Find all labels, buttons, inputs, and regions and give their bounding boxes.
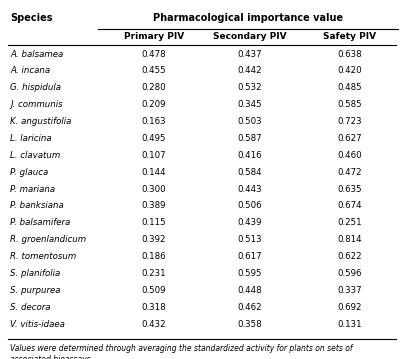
- Text: 0.584: 0.584: [238, 168, 262, 177]
- Text: 0.131: 0.131: [338, 320, 362, 328]
- Text: G. hispidula: G. hispidula: [10, 83, 61, 92]
- Text: 0.443: 0.443: [238, 185, 262, 194]
- Text: 0.144: 0.144: [142, 168, 166, 177]
- Text: R. groenlandicum: R. groenlandicum: [10, 235, 86, 244]
- Text: S. purpurea: S. purpurea: [10, 286, 60, 295]
- Text: 0.186: 0.186: [142, 252, 166, 261]
- Text: 0.420: 0.420: [338, 66, 362, 75]
- Text: 0.723: 0.723: [338, 117, 362, 126]
- Text: S. decora: S. decora: [10, 303, 50, 312]
- Text: 0.437: 0.437: [238, 50, 262, 59]
- Text: 0.251: 0.251: [338, 218, 362, 227]
- Text: 0.455: 0.455: [142, 66, 166, 75]
- Text: 0.472: 0.472: [338, 168, 362, 177]
- Text: 0.389: 0.389: [142, 201, 166, 210]
- Text: R. tomentosum: R. tomentosum: [10, 252, 76, 261]
- Text: 0.814: 0.814: [338, 235, 362, 244]
- Text: 0.439: 0.439: [238, 218, 262, 227]
- Text: 0.485: 0.485: [338, 83, 362, 92]
- Text: 0.495: 0.495: [142, 134, 166, 143]
- Text: 0.622: 0.622: [338, 252, 362, 261]
- Text: 0.503: 0.503: [238, 117, 262, 126]
- Text: 0.107: 0.107: [142, 151, 166, 160]
- Text: 0.462: 0.462: [238, 303, 262, 312]
- Text: Secondary PIV: Secondary PIV: [213, 32, 287, 41]
- Text: 0.513: 0.513: [238, 235, 262, 244]
- Text: Pharmacological importance value: Pharmacological importance value: [153, 13, 343, 23]
- Text: 0.442: 0.442: [238, 66, 262, 75]
- Text: 0.448: 0.448: [238, 286, 262, 295]
- Text: 0.585: 0.585: [338, 100, 362, 109]
- Text: Values were determined through averaging the standardized activity for plants on: Values were determined through averaging…: [10, 344, 352, 359]
- Text: 0.635: 0.635: [338, 185, 362, 194]
- Text: 0.416: 0.416: [238, 151, 262, 160]
- Text: 0.115: 0.115: [142, 218, 166, 227]
- Text: 0.596: 0.596: [338, 269, 362, 278]
- Text: L. clavatum: L. clavatum: [10, 151, 60, 160]
- Text: 0.345: 0.345: [238, 100, 262, 109]
- Text: Species: Species: [10, 13, 52, 23]
- Text: 0.460: 0.460: [338, 151, 362, 160]
- Text: 0.280: 0.280: [142, 83, 166, 92]
- Text: Primary PIV: Primary PIV: [124, 32, 184, 41]
- Text: 0.337: 0.337: [338, 286, 362, 295]
- Text: 0.627: 0.627: [338, 134, 362, 143]
- Text: 0.432: 0.432: [142, 320, 166, 328]
- Text: 0.209: 0.209: [142, 100, 166, 109]
- Text: P. banksiana: P. banksiana: [10, 201, 64, 210]
- Text: A. balsamea: A. balsamea: [10, 50, 63, 59]
- Text: 0.595: 0.595: [238, 269, 262, 278]
- Text: 0.674: 0.674: [338, 201, 362, 210]
- Text: 0.231: 0.231: [142, 269, 166, 278]
- Text: P. glauca: P. glauca: [10, 168, 48, 177]
- Text: 0.478: 0.478: [142, 50, 166, 59]
- Text: 0.358: 0.358: [238, 320, 262, 328]
- Text: V. vitis-idaea: V. vitis-idaea: [10, 320, 65, 328]
- Text: Safety PIV: Safety PIV: [324, 32, 376, 41]
- Text: 0.587: 0.587: [238, 134, 262, 143]
- Text: 0.506: 0.506: [238, 201, 262, 210]
- Text: 0.300: 0.300: [142, 185, 166, 194]
- Text: 0.163: 0.163: [142, 117, 166, 126]
- Text: P. balsamifera: P. balsamifera: [10, 218, 70, 227]
- Text: 0.638: 0.638: [338, 50, 362, 59]
- Text: A. incana: A. incana: [10, 66, 50, 75]
- Text: 0.509: 0.509: [142, 286, 166, 295]
- Text: S. planifolia: S. planifolia: [10, 269, 60, 278]
- Text: L. laricina: L. laricina: [10, 134, 52, 143]
- Text: P. mariana: P. mariana: [10, 185, 55, 194]
- Text: K. angustifolia: K. angustifolia: [10, 117, 71, 126]
- Text: 0.617: 0.617: [238, 252, 262, 261]
- Text: J. communis: J. communis: [10, 100, 63, 109]
- Text: 0.692: 0.692: [338, 303, 362, 312]
- Text: 0.532: 0.532: [238, 83, 262, 92]
- Text: 0.318: 0.318: [142, 303, 166, 312]
- Text: 0.392: 0.392: [142, 235, 166, 244]
